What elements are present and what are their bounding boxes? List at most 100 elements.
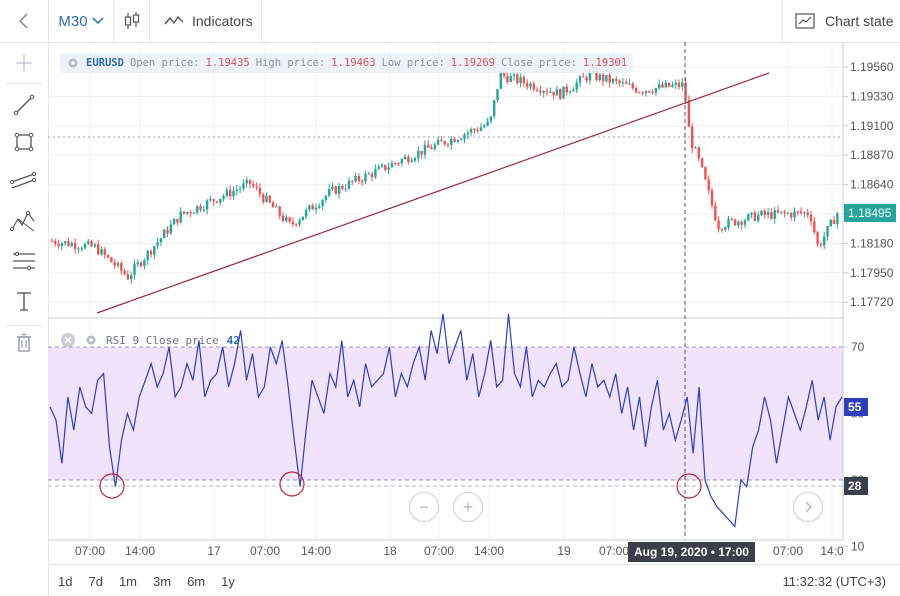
candle-body bbox=[483, 125, 486, 128]
period-3m[interactable]: 3m bbox=[153, 573, 172, 589]
period-1d[interactable]: 1d bbox=[58, 573, 73, 589]
candle-body bbox=[750, 212, 753, 215]
candle-body bbox=[615, 79, 618, 81]
chart-state-button[interactable]: Chart state bbox=[782, 0, 900, 42]
candle-body bbox=[829, 219, 832, 227]
rectangle-tool[interactable] bbox=[0, 124, 48, 160]
period-1y[interactable]: 1y bbox=[221, 573, 235, 589]
candlestick-series bbox=[50, 66, 839, 284]
candle-body bbox=[80, 248, 83, 250]
candle-body bbox=[67, 241, 70, 247]
candle-body bbox=[522, 77, 526, 84]
time-tick-label: 19 bbox=[557, 544, 571, 558]
candle-body bbox=[397, 163, 400, 165]
close-icon[interactable] bbox=[60, 332, 76, 348]
candle-body bbox=[786, 213, 790, 215]
candle-body bbox=[182, 211, 186, 214]
candle-body bbox=[232, 190, 235, 197]
candle-body bbox=[255, 186, 258, 188]
rsi-tick-label: 10 bbox=[851, 540, 865, 554]
candle-body bbox=[133, 264, 136, 276]
chart-state-label: Chart state bbox=[825, 13, 894, 29]
rsi-legend-value: 42 bbox=[226, 333, 240, 347]
candle-body bbox=[70, 243, 73, 247]
candle-body bbox=[143, 260, 146, 267]
candle-body bbox=[740, 221, 743, 225]
trendline-drawing[interactable] bbox=[96, 72, 770, 314]
candle-body bbox=[826, 226, 829, 237]
low-value: 1.19269 bbox=[450, 57, 496, 69]
candle-body bbox=[585, 77, 588, 81]
pitchfork-icon bbox=[10, 210, 35, 232]
pitchfork-tool[interactable] bbox=[0, 203, 48, 239]
scroll-right-button[interactable] bbox=[793, 492, 823, 522]
fibonacci-tool[interactable] bbox=[0, 243, 48, 279]
price-tick-label: 1.19560 bbox=[850, 60, 894, 74]
time-axis: 07:00 14:00 17 07:00 14:00 18 07:00 14:00 19 07:0… bbox=[75, 544, 844, 558]
candle-body bbox=[420, 150, 423, 155]
high-value: 1.19463 bbox=[331, 57, 376, 69]
candle-body bbox=[710, 190, 714, 206]
candle-body bbox=[186, 212, 189, 214]
candle-body bbox=[83, 243, 87, 249]
period-1m[interactable]: 1m bbox=[118, 573, 137, 589]
candle-body bbox=[268, 195, 271, 203]
delete-drawings-button[interactable] bbox=[0, 325, 48, 361]
price-tick-label: 1.18640 bbox=[850, 178, 894, 192]
candle-body bbox=[384, 164, 387, 170]
indicators-button[interactable]: Indicators bbox=[150, 0, 262, 42]
candle-body bbox=[796, 211, 799, 213]
chart-canvas[interactable]: 1.19560 1.19330 1.19100 1.18870 1.18640 1.184… bbox=[48, 42, 900, 564]
candle-body bbox=[545, 91, 549, 93]
current-price-tag: 1.18495 bbox=[844, 204, 896, 222]
candle-body bbox=[106, 254, 110, 258]
text-tool[interactable] bbox=[0, 283, 48, 319]
clock-label: 11:32:32 (UTC+3) bbox=[782, 573, 886, 589]
candle-body bbox=[54, 240, 57, 244]
candle-body bbox=[202, 209, 205, 211]
crosshair-tool[interactable] bbox=[0, 45, 48, 81]
candle-body bbox=[298, 220, 301, 225]
gear-icon[interactable] bbox=[66, 56, 80, 70]
candle-body bbox=[700, 158, 704, 168]
candle-body bbox=[77, 248, 80, 250]
candle-body bbox=[413, 158, 417, 161]
channel-tool[interactable] bbox=[0, 163, 48, 199]
candle-body bbox=[291, 221, 295, 224]
candle-body bbox=[166, 229, 169, 234]
zoom-out-button[interactable]: − bbox=[409, 492, 439, 522]
chart-type-button[interactable] bbox=[114, 0, 150, 42]
candle-body bbox=[766, 212, 770, 215]
candle-body bbox=[450, 138, 453, 145]
candle-body bbox=[502, 72, 506, 77]
candle-body bbox=[433, 144, 436, 150]
zoom-in-button[interactable]: + bbox=[453, 492, 483, 522]
candle-body bbox=[526, 83, 529, 87]
candle-body bbox=[717, 220, 720, 230]
candle-body bbox=[743, 220, 747, 225]
trendline-tool[interactable] bbox=[0, 87, 48, 123]
rsi-circle-marker bbox=[676, 473, 702, 499]
candle-body bbox=[229, 189, 232, 197]
candle-body bbox=[179, 211, 182, 223]
candle-body bbox=[667, 82, 671, 87]
candle-body bbox=[209, 199, 212, 201]
period-7d[interactable]: 7d bbox=[88, 573, 103, 589]
candle-body bbox=[57, 243, 60, 247]
rsi-legend: RSI 9 Close price 42 bbox=[60, 330, 240, 350]
candle-body bbox=[417, 150, 420, 159]
back-button[interactable] bbox=[0, 0, 49, 42]
candle-body bbox=[205, 200, 209, 210]
candle-body bbox=[598, 74, 601, 80]
gear-icon[interactable] bbox=[84, 333, 98, 347]
candle-body bbox=[747, 214, 750, 221]
candle-body bbox=[506, 76, 509, 82]
candle-body bbox=[496, 89, 499, 101]
period-6m[interactable]: 6m bbox=[187, 573, 206, 589]
candle-body bbox=[707, 179, 710, 191]
candle-body bbox=[575, 82, 578, 90]
timeframe-dropdown[interactable]: M30 bbox=[49, 0, 114, 42]
candle-body bbox=[215, 201, 219, 203]
candle-body bbox=[100, 249, 103, 255]
candle-body bbox=[60, 243, 64, 247]
